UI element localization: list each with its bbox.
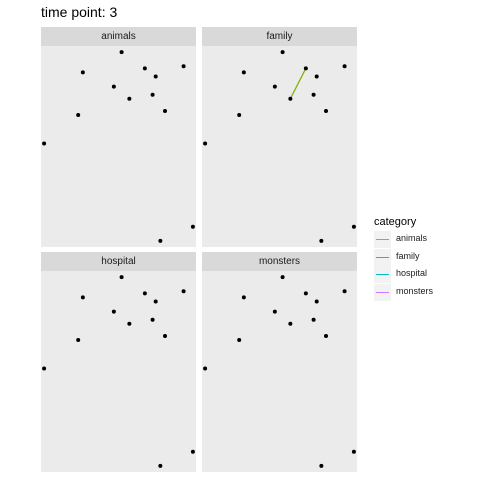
- data-point: [150, 317, 155, 322]
- facet-panel-animals: animals: [41, 27, 196, 247]
- data-point: [158, 463, 163, 468]
- data-point: [272, 84, 277, 89]
- facet-plot-area: [202, 46, 357, 247]
- data-point: [190, 224, 195, 229]
- legend-item-animals: animals: [374, 231, 427, 249]
- data-point: [119, 50, 124, 55]
- data-point: [241, 70, 246, 75]
- data-point: [127, 321, 132, 326]
- legend-item-monsters: monsters: [374, 283, 433, 302]
- data-point: [288, 321, 293, 326]
- data-point: [80, 70, 85, 75]
- data-point: [142, 291, 147, 296]
- legend-line-swatch: [376, 274, 389, 275]
- data-point: [111, 84, 116, 89]
- facet-strip-label: animals: [41, 27, 196, 46]
- panel-background: [41, 46, 196, 247]
- panel-background: [41, 271, 196, 472]
- data-point: [158, 238, 163, 243]
- data-point: [314, 299, 319, 304]
- facet-plot-area: [41, 271, 196, 472]
- panel-background: [202, 271, 357, 472]
- data-point: [303, 66, 308, 71]
- data-point: [150, 92, 155, 97]
- legend-label: family: [396, 250, 420, 261]
- data-point: [163, 108, 167, 113]
- data-point: [80, 295, 85, 300]
- data-point: [181, 64, 186, 69]
- facet-panel-family: family: [202, 27, 357, 247]
- data-point: [311, 92, 316, 97]
- data-point: [42, 141, 47, 146]
- data-point: [181, 289, 186, 294]
- data-point: [351, 224, 356, 229]
- legend-item-family: family: [374, 248, 420, 267]
- data-point: [342, 64, 347, 69]
- facet-strip-label: monsters: [202, 252, 357, 271]
- facet-strip-label: family: [202, 27, 357, 46]
- data-point: [76, 338, 81, 343]
- data-point: [203, 141, 208, 146]
- legend: category animals family hospital monsters: [374, 216, 433, 302]
- legend-key: [374, 248, 391, 266]
- legend-item-hospital: hospital: [374, 266, 427, 284]
- data-point: [342, 289, 347, 294]
- facet-strip-label: hospital: [41, 252, 196, 271]
- data-point: [280, 275, 285, 280]
- data-point: [351, 449, 356, 454]
- data-point: [314, 74, 319, 79]
- data-point: [153, 299, 158, 304]
- legend-line-swatch: [376, 239, 389, 240]
- data-point: [319, 238, 324, 243]
- data-point: [280, 50, 285, 55]
- data-point: [76, 113, 81, 118]
- data-point: [119, 275, 124, 280]
- legend-key: [374, 231, 391, 248]
- legend-key: [374, 266, 391, 283]
- data-point: [111, 309, 116, 314]
- legend-label: hospital: [396, 268, 428, 278]
- data-point: [127, 96, 132, 101]
- legend-label: animals: [396, 233, 428, 243]
- data-point: [42, 366, 47, 371]
- data-point: [237, 113, 242, 118]
- data-point: [324, 108, 328, 113]
- data-point: [272, 309, 277, 314]
- legend-line-swatch: [376, 256, 389, 258]
- plot-title: time point: 3: [41, 4, 118, 20]
- facet-panel-hospital: hospital: [41, 252, 196, 472]
- data-point: [324, 333, 328, 338]
- data-point: [311, 317, 316, 322]
- data-point: [203, 366, 208, 371]
- data-point: [153, 74, 158, 79]
- data-point: [319, 463, 324, 468]
- legend-key: [374, 283, 391, 301]
- legend-items: animals family hospital monsters: [374, 231, 433, 302]
- legend-line-swatch: [376, 291, 389, 293]
- legend-title: category: [374, 216, 417, 228]
- data-point: [163, 333, 167, 338]
- data-point: [237, 338, 242, 343]
- data-point: [241, 295, 246, 300]
- data-point: [142, 66, 147, 71]
- facet-plot-area: [41, 46, 196, 247]
- panel-background: [202, 46, 357, 247]
- facet-plot-area: [202, 271, 357, 472]
- data-point: [190, 449, 195, 454]
- data-point: [303, 291, 308, 296]
- data-point: [288, 96, 293, 101]
- line-segment-family: [289, 68, 307, 100]
- legend-label: monsters: [396, 285, 434, 296]
- facet-panel-monsters: monsters: [202, 252, 357, 472]
